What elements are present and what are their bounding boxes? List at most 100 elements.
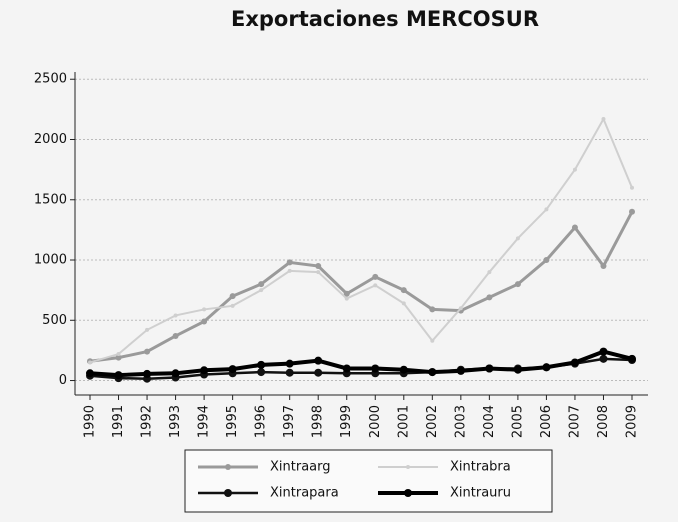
series-marker bbox=[88, 360, 92, 365]
series-marker bbox=[629, 208, 635, 215]
series-marker bbox=[286, 259, 293, 266]
x-tick-label: 2008 bbox=[596, 405, 611, 438]
series-marker bbox=[287, 268, 292, 273]
series-marker bbox=[259, 288, 264, 293]
series-marker bbox=[401, 301, 406, 306]
y-tick-label: 1500 bbox=[34, 192, 67, 207]
x-tick-label: 1994 bbox=[197, 405, 212, 438]
series-marker bbox=[543, 257, 550, 264]
series-marker bbox=[116, 352, 121, 357]
series-marker bbox=[228, 365, 237, 374]
series-marker bbox=[458, 306, 463, 311]
series-marker bbox=[315, 263, 322, 270]
legend-marker bbox=[404, 489, 412, 497]
x-tick-label: 1992 bbox=[140, 405, 155, 438]
legend-label: Xintrapara bbox=[270, 486, 339, 501]
series-marker bbox=[229, 293, 236, 300]
series-marker bbox=[285, 359, 294, 368]
x-tick-label: 1997 bbox=[282, 405, 297, 438]
series-marker bbox=[201, 318, 208, 325]
series-marker bbox=[601, 117, 606, 122]
series-line bbox=[89, 349, 633, 378]
series-marker bbox=[399, 365, 408, 374]
series-marker bbox=[599, 347, 608, 356]
x-tick-label: 2009 bbox=[625, 405, 640, 438]
legend-marker bbox=[224, 489, 232, 497]
series-marker bbox=[600, 263, 607, 270]
series-marker bbox=[515, 236, 520, 241]
series-marker bbox=[173, 313, 178, 318]
x-tick-label: 1996 bbox=[254, 405, 269, 438]
legend-marker bbox=[406, 465, 410, 469]
series-marker bbox=[485, 364, 494, 373]
x-tick-label: 2003 bbox=[453, 405, 468, 438]
series-marker bbox=[172, 332, 179, 339]
series-marker bbox=[257, 368, 266, 377]
series-marker bbox=[400, 287, 407, 294]
series-marker bbox=[314, 356, 323, 365]
legend-label: Xintrabra bbox=[450, 460, 511, 475]
y-tick-label: 500 bbox=[42, 313, 67, 328]
series-marker bbox=[316, 270, 321, 275]
series-marker bbox=[200, 366, 209, 375]
series-marker bbox=[456, 366, 465, 375]
series-marker bbox=[371, 364, 380, 373]
series-marker bbox=[570, 358, 579, 367]
series-marker bbox=[630, 185, 634, 190]
x-tick-label: 2006 bbox=[539, 405, 554, 438]
legend bbox=[184, 449, 553, 513]
y-tick-label: 2500 bbox=[34, 72, 67, 87]
series-marker bbox=[544, 207, 549, 212]
series-marker bbox=[514, 281, 521, 288]
series-marker bbox=[285, 368, 294, 377]
series-marker bbox=[115, 354, 122, 361]
series-marker bbox=[487, 270, 492, 275]
y-tick-label: 1000 bbox=[34, 253, 67, 268]
series-marker bbox=[628, 354, 636, 363]
series-marker bbox=[230, 303, 235, 308]
y-tick-label: 0 bbox=[59, 373, 67, 388]
x-tick-label: 2000 bbox=[368, 405, 383, 438]
legend-label: Xintrauru bbox=[450, 486, 511, 501]
x-tick-label: 1990 bbox=[83, 405, 98, 438]
series-marker bbox=[145, 327, 150, 332]
x-tick-label: 2004 bbox=[482, 405, 497, 438]
series-marker bbox=[114, 371, 123, 380]
x-tick-label: 2001 bbox=[396, 405, 411, 438]
series-marker bbox=[430, 338, 435, 343]
series-marker bbox=[342, 364, 351, 373]
series-marker bbox=[314, 368, 323, 377]
x-tick-label: 2005 bbox=[510, 405, 525, 438]
legend-label: Xintraarg bbox=[270, 460, 331, 475]
series-line bbox=[89, 211, 634, 363]
series-marker bbox=[143, 369, 152, 378]
x-tick-label: 1993 bbox=[168, 405, 183, 438]
x-tick-label: 1995 bbox=[225, 405, 240, 438]
x-tick-label: 2007 bbox=[567, 405, 582, 438]
series-marker bbox=[513, 365, 522, 374]
series-marker bbox=[144, 348, 151, 355]
series-marker bbox=[343, 290, 350, 297]
x-tick-label: 1998 bbox=[311, 405, 326, 438]
x-tick-label: 2002 bbox=[425, 405, 440, 438]
series-marker bbox=[86, 369, 94, 378]
series-line bbox=[89, 116, 633, 364]
series-marker bbox=[373, 283, 378, 288]
series-marker bbox=[344, 296, 349, 301]
series-marker bbox=[202, 307, 207, 312]
chart-title: Exportaciones MERCOSUR bbox=[231, 7, 539, 31]
series-marker bbox=[171, 369, 180, 378]
series-marker bbox=[429, 306, 436, 313]
legend-marker bbox=[225, 464, 231, 470]
x-tick-label: 1999 bbox=[339, 405, 354, 438]
series-marker bbox=[572, 167, 577, 172]
series-marker bbox=[372, 273, 379, 280]
x-tick-label: 1991 bbox=[111, 405, 126, 438]
series-marker bbox=[599, 354, 608, 363]
series-marker bbox=[258, 281, 265, 288]
series-marker bbox=[257, 360, 266, 369]
series-marker bbox=[428, 368, 437, 377]
series-marker bbox=[542, 363, 551, 372]
y-tick-label: 2000 bbox=[34, 132, 67, 147]
